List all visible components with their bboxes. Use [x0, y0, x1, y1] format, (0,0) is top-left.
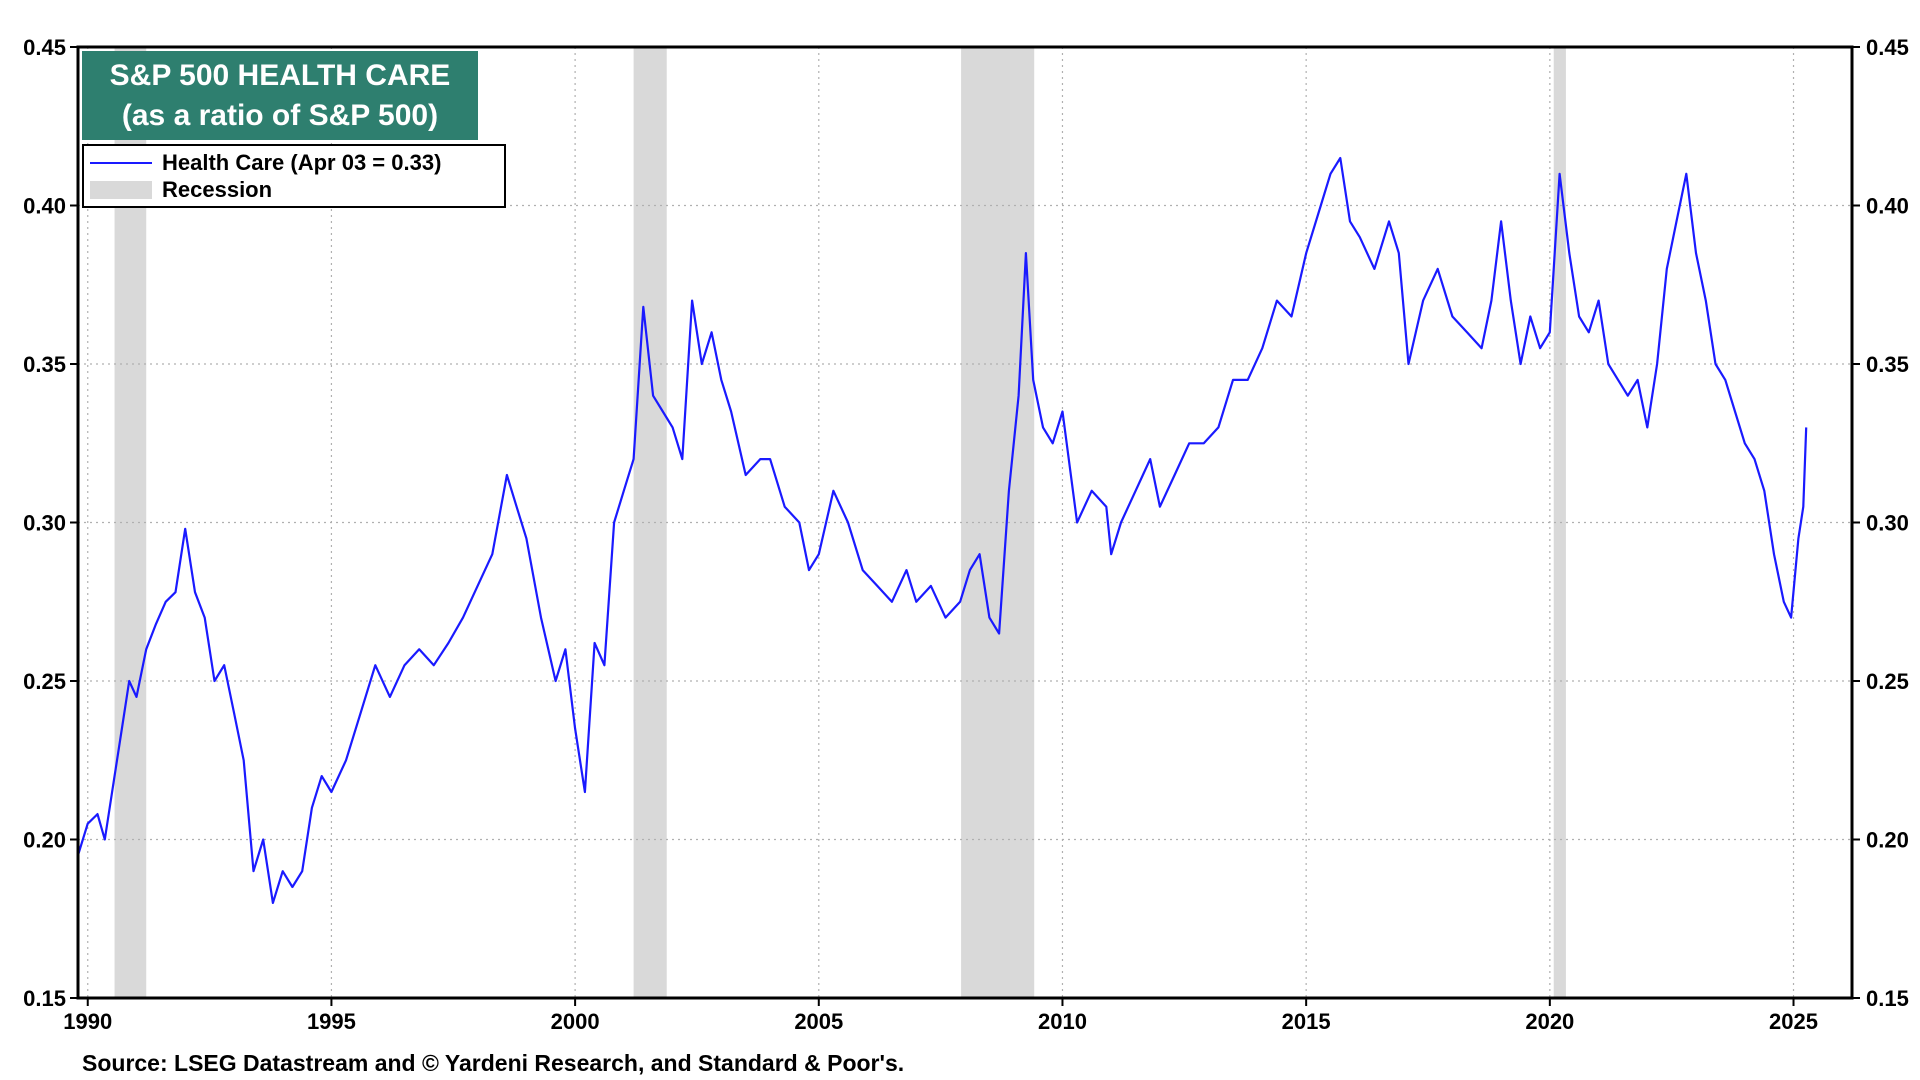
- x-tick-label-1995: 1995: [307, 1009, 356, 1034]
- chart-title-line1: S&P 500 HEALTH CARE: [109, 59, 451, 92]
- x-tick-label-2025: 2025: [1769, 1009, 1818, 1034]
- y-tick-label-left-0.25: 0.25: [23, 669, 66, 694]
- x-tick-label-2020: 2020: [1525, 1009, 1574, 1034]
- y-axis-left: 0.15 0.20 0.25 0.30 0.35 0.40 0.45: [23, 35, 78, 1011]
- x-tick-label-2005: 2005: [794, 1009, 843, 1034]
- y-tick-label-left-0.20: 0.20: [23, 828, 66, 853]
- legend-label-recession: Recession: [162, 177, 273, 202]
- series-layer: [76, 156, 1808, 905]
- y-tick-label-left-0.40: 0.40: [23, 194, 66, 219]
- x-tick-label-2015: 2015: [1282, 1009, 1331, 1034]
- legend-item-recession: Recession: [84, 177, 272, 203]
- y-axis-right: 0.15 0.20 0.25 0.30 0.35 0.40 0.45: [1852, 35, 1909, 1011]
- y-tick-label-left-0.15: 0.15: [23, 986, 66, 1011]
- y-tick-label-right-0.30: 0.30: [1866, 511, 1909, 536]
- x-tick-label-2010: 2010: [1038, 1009, 1087, 1034]
- y-tick-label-left-0.30: 0.30: [23, 511, 66, 536]
- y-tick-label-left-0.45: 0.45: [23, 35, 66, 60]
- legend-recession-swatch: [90, 181, 152, 199]
- y-tick-label-right-0.25: 0.25: [1866, 669, 1909, 694]
- x-tick-label-1990: 1990: [63, 1009, 112, 1034]
- legend-label-health-care: Health Care (Apr 03 = 0.33): [162, 150, 442, 175]
- x-tick-label-2000: 2000: [551, 1009, 600, 1034]
- y-tick-label-right-0.15: 0.15: [1866, 986, 1909, 1011]
- y-tick-label-left-0.35: 0.35: [23, 352, 66, 377]
- chart-title: S&P 500 HEALTH CARE (as a ratio of S&P 5…: [82, 51, 478, 140]
- legend-line-swatch: [90, 162, 152, 164]
- chart-title-line2: (as a ratio of S&P 500): [121, 99, 439, 132]
- series-line-health-care: [76, 156, 1808, 905]
- y-tick-label-right-0.35: 0.35: [1866, 352, 1909, 377]
- recession-band-3: [1553, 47, 1566, 998]
- x-axis: 1990 1995 2000 2005 2010 2015 2020 2025: [63, 998, 1818, 1034]
- legend: Health Care (Apr 03 = 0.33) Recession: [82, 144, 506, 208]
- y-tick-label-right-0.40: 0.40: [1866, 194, 1909, 219]
- y-tick-label-right-0.20: 0.20: [1866, 828, 1909, 853]
- legend-item-health-care: Health Care (Apr 03 = 0.33): [84, 150, 441, 176]
- source-note: Source: LSEG Datastream and © Yardeni Re…: [82, 1050, 905, 1076]
- y-tick-label-right-0.45: 0.45: [1866, 35, 1909, 60]
